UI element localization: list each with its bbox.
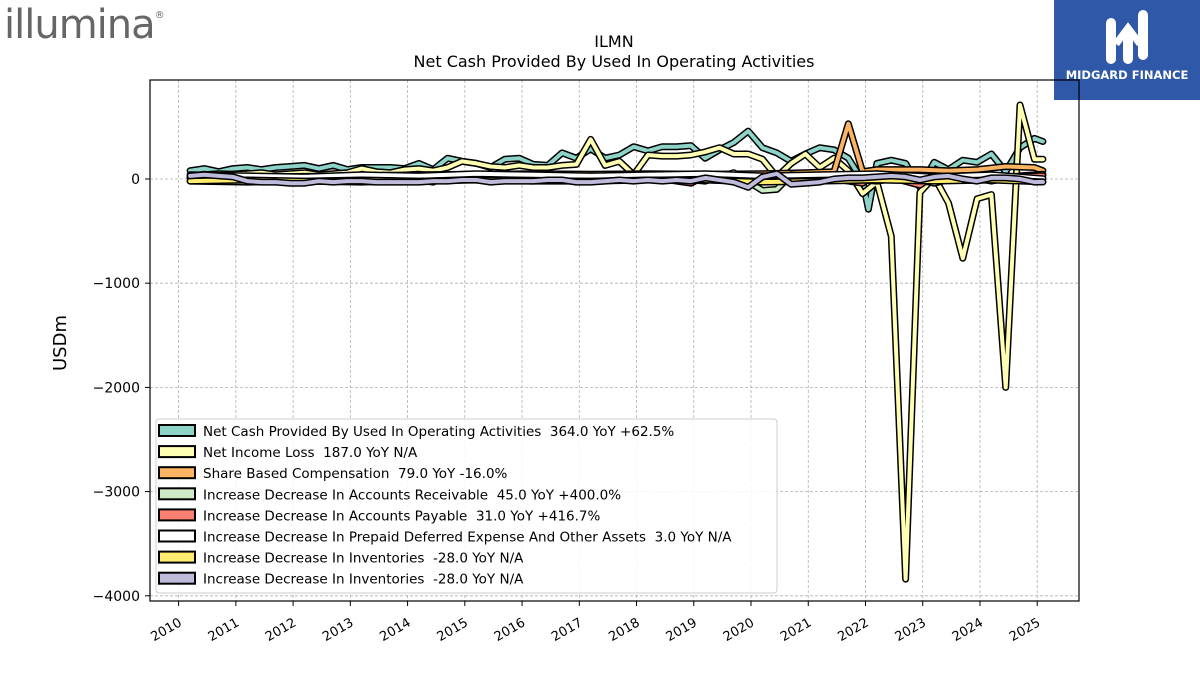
legend-swatch	[158, 424, 196, 437]
legend-swatch	[158, 466, 196, 480]
registered-mark-icon: ®	[154, 10, 165, 21]
midgard-finance-logo: MIDGARD FINANCE	[1054, 0, 1200, 100]
legend-label: Increase Decrease In Prepaid Deferred Ex…	[203, 530, 732, 546]
legend-swatch	[158, 529, 196, 543]
x-tick-label: 2019	[664, 615, 700, 645]
legend-label: Share Based Compensation 79.0 YoY -16.0%	[203, 466, 508, 482]
legend-box	[155, 418, 778, 594]
y-tick-label: 0	[131, 172, 140, 188]
x-tick-label: 2015	[435, 615, 471, 645]
illumina-logo: illumina®	[4, 2, 165, 48]
series-line	[188, 171, 1045, 190]
legend-swatch	[158, 571, 196, 585]
x-tick-label: 2024	[950, 615, 986, 645]
legend-label: Increase Decrease In Inventories -28.0 Y…	[203, 572, 524, 588]
illumina-logo-text: illumina	[4, 2, 156, 48]
x-tick-label: 2012	[263, 615, 299, 645]
x-tick-label: 2022	[835, 615, 871, 645]
chart-subtitle: Net Cash Provided By Used In Operating A…	[414, 52, 815, 71]
legend-label: Increase Decrease In Inventories -28.0 Y…	[203, 551, 524, 567]
y-tick-label: −4000	[93, 589, 140, 605]
legend-label: Increase Decrease In Accounts Payable 31…	[203, 508, 601, 524]
x-tick-label: 2013	[320, 615, 356, 645]
midgard-finance-name: MIDGARD FINANCE	[1065, 68, 1189, 82]
x-tick-label: 2018	[606, 615, 642, 645]
legend-label: Increase Decrease In Accounts Receivable…	[203, 487, 621, 503]
legend-swatch	[158, 445, 196, 459]
x-tick-label: 2016	[492, 615, 528, 645]
legend-swatch	[158, 550, 196, 564]
x-tick-label: 2011	[206, 615, 242, 645]
y-tick-label: −3000	[93, 485, 140, 501]
y-axis-label: USDm	[50, 315, 71, 371]
legend-swatch	[158, 508, 196, 522]
legend-label: Net Cash Provided By Used In Operating A…	[203, 424, 674, 440]
legend-swatch	[158, 487, 196, 501]
legend: Net Cash Provided By Used In Operating A…	[155, 418, 778, 594]
x-tick-label: 2023	[893, 615, 929, 645]
x-tick-label: 2021	[778, 615, 814, 645]
chart-title: ILMN	[594, 32, 633, 51]
x-tick-label: 2020	[721, 615, 757, 645]
x-tick-label: 2025	[1007, 615, 1043, 645]
midgard-monogram-icon	[1106, 10, 1148, 64]
series-line	[188, 129, 1045, 212]
legend-label: Net Income Loss 187.0 YoY N/A	[203, 445, 418, 461]
plot-frame	[149, 79, 1080, 602]
x-tick-label: 2017	[549, 615, 585, 645]
x-tick-label: 2014	[377, 615, 413, 645]
x-tick-label: 2010	[148, 615, 184, 645]
y-tick-label: −1000	[93, 276, 140, 292]
series-layer	[186, 101, 1047, 583]
y-tick-label: −2000	[93, 380, 140, 396]
